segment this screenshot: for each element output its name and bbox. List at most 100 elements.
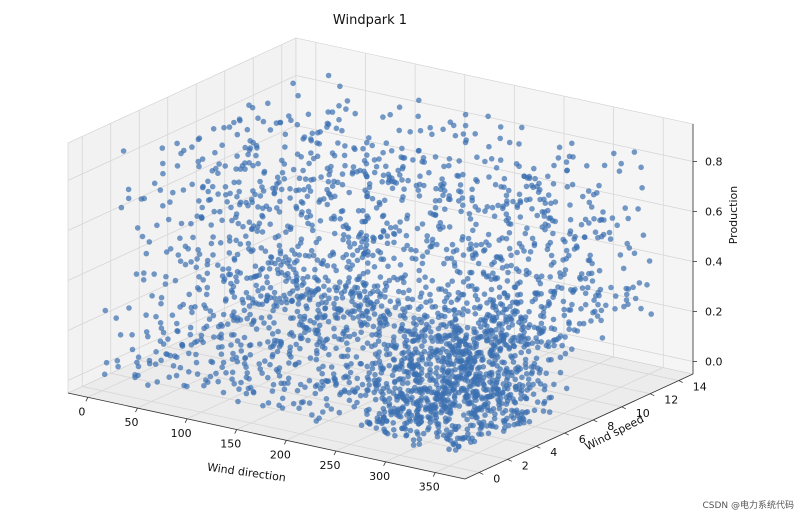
- data-point: [324, 201, 331, 208]
- data-point: [504, 294, 511, 301]
- data-point: [447, 432, 453, 438]
- data-point: [410, 157, 416, 163]
- data-point: [219, 364, 225, 371]
- data-point: [188, 259, 194, 265]
- data-point: [608, 284, 614, 291]
- data-point: [250, 319, 257, 325]
- data-point: [376, 410, 383, 417]
- data-point: [434, 390, 441, 396]
- data-point: [233, 166, 239, 172]
- data-point: [511, 421, 518, 428]
- data-point: [451, 260, 458, 266]
- data-point: [487, 393, 493, 400]
- data-point: [338, 290, 345, 297]
- data-point: [528, 364, 535, 370]
- data-point: [265, 374, 271, 381]
- data-point: [472, 292, 479, 299]
- data-point: [310, 176, 317, 183]
- data-point: [117, 332, 124, 338]
- data-point: [495, 202, 501, 209]
- data-point: [252, 191, 258, 198]
- data-point: [469, 378, 475, 385]
- data-point: [172, 353, 178, 359]
- data-point: [635, 206, 641, 212]
- data-point: [534, 212, 540, 219]
- data-point: [391, 255, 397, 262]
- data-point: [499, 359, 506, 366]
- data-point: [427, 377, 433, 384]
- data-point: [354, 257, 361, 264]
- x-tick-label: 0: [78, 405, 85, 418]
- data-point: [264, 292, 271, 299]
- data-point: [484, 204, 491, 210]
- data-point: [169, 312, 176, 319]
- data-point: [483, 387, 489, 394]
- data-point: [415, 406, 422, 413]
- data-point: [278, 186, 285, 193]
- data-point: [506, 245, 513, 252]
- data-point: [344, 340, 350, 347]
- data-point: [335, 309, 342, 315]
- data-point: [395, 167, 402, 174]
- data-point: [315, 278, 322, 284]
- data-point: [408, 246, 414, 253]
- data-point: [361, 157, 368, 164]
- data-point: [464, 324, 471, 331]
- data-point: [444, 417, 451, 424]
- data-point: [538, 339, 544, 345]
- data-point: [466, 383, 473, 390]
- data-point: [492, 344, 498, 350]
- data-point: [253, 152, 259, 159]
- data-point: [189, 144, 195, 150]
- data-point: [371, 377, 378, 384]
- data-point: [621, 303, 627, 310]
- data-point: [419, 253, 426, 260]
- data-point: [267, 361, 273, 368]
- data-point: [160, 160, 166, 167]
- data-point: [630, 284, 636, 291]
- data-point: [143, 329, 150, 335]
- data-point: [229, 217, 235, 224]
- data-point: [307, 355, 314, 361]
- data-point: [372, 372, 378, 378]
- data-point: [401, 333, 408, 340]
- data-point: [416, 277, 422, 284]
- data-point: [331, 300, 337, 307]
- data-point: [400, 404, 406, 410]
- data-point: [237, 166, 244, 172]
- data-point: [494, 354, 501, 360]
- data-point: [360, 207, 366, 214]
- data-point: [234, 338, 241, 344]
- data-point: [516, 141, 522, 147]
- data-point: [159, 145, 166, 151]
- data-point: [295, 243, 301, 250]
- data-point: [325, 278, 331, 284]
- data-point: [369, 142, 376, 149]
- data-point: [220, 359, 227, 366]
- data-point: [215, 170, 221, 177]
- data-point: [462, 111, 469, 118]
- data-point: [263, 274, 270, 280]
- data-point: [293, 203, 300, 210]
- data-point: [566, 326, 572, 333]
- data-point: [405, 295, 411, 302]
- data-point: [158, 325, 165, 332]
- data-point: [234, 153, 240, 159]
- data-point: [269, 388, 276, 394]
- data-point: [427, 124, 434, 131]
- data-point: [315, 327, 321, 333]
- data-point: [512, 376, 518, 383]
- data-point: [638, 305, 644, 312]
- gridline: [82, 386, 480, 473]
- data-point: [522, 230, 529, 237]
- data-point: [545, 173, 551, 180]
- data-point: [482, 412, 488, 418]
- data-point: [336, 116, 342, 123]
- data-point: [504, 365, 510, 372]
- data-point: [456, 403, 463, 409]
- data-point: [482, 401, 489, 407]
- data-point: [300, 399, 307, 405]
- data-point: [120, 148, 127, 154]
- data-point: [318, 294, 325, 300]
- data-point: [259, 301, 266, 308]
